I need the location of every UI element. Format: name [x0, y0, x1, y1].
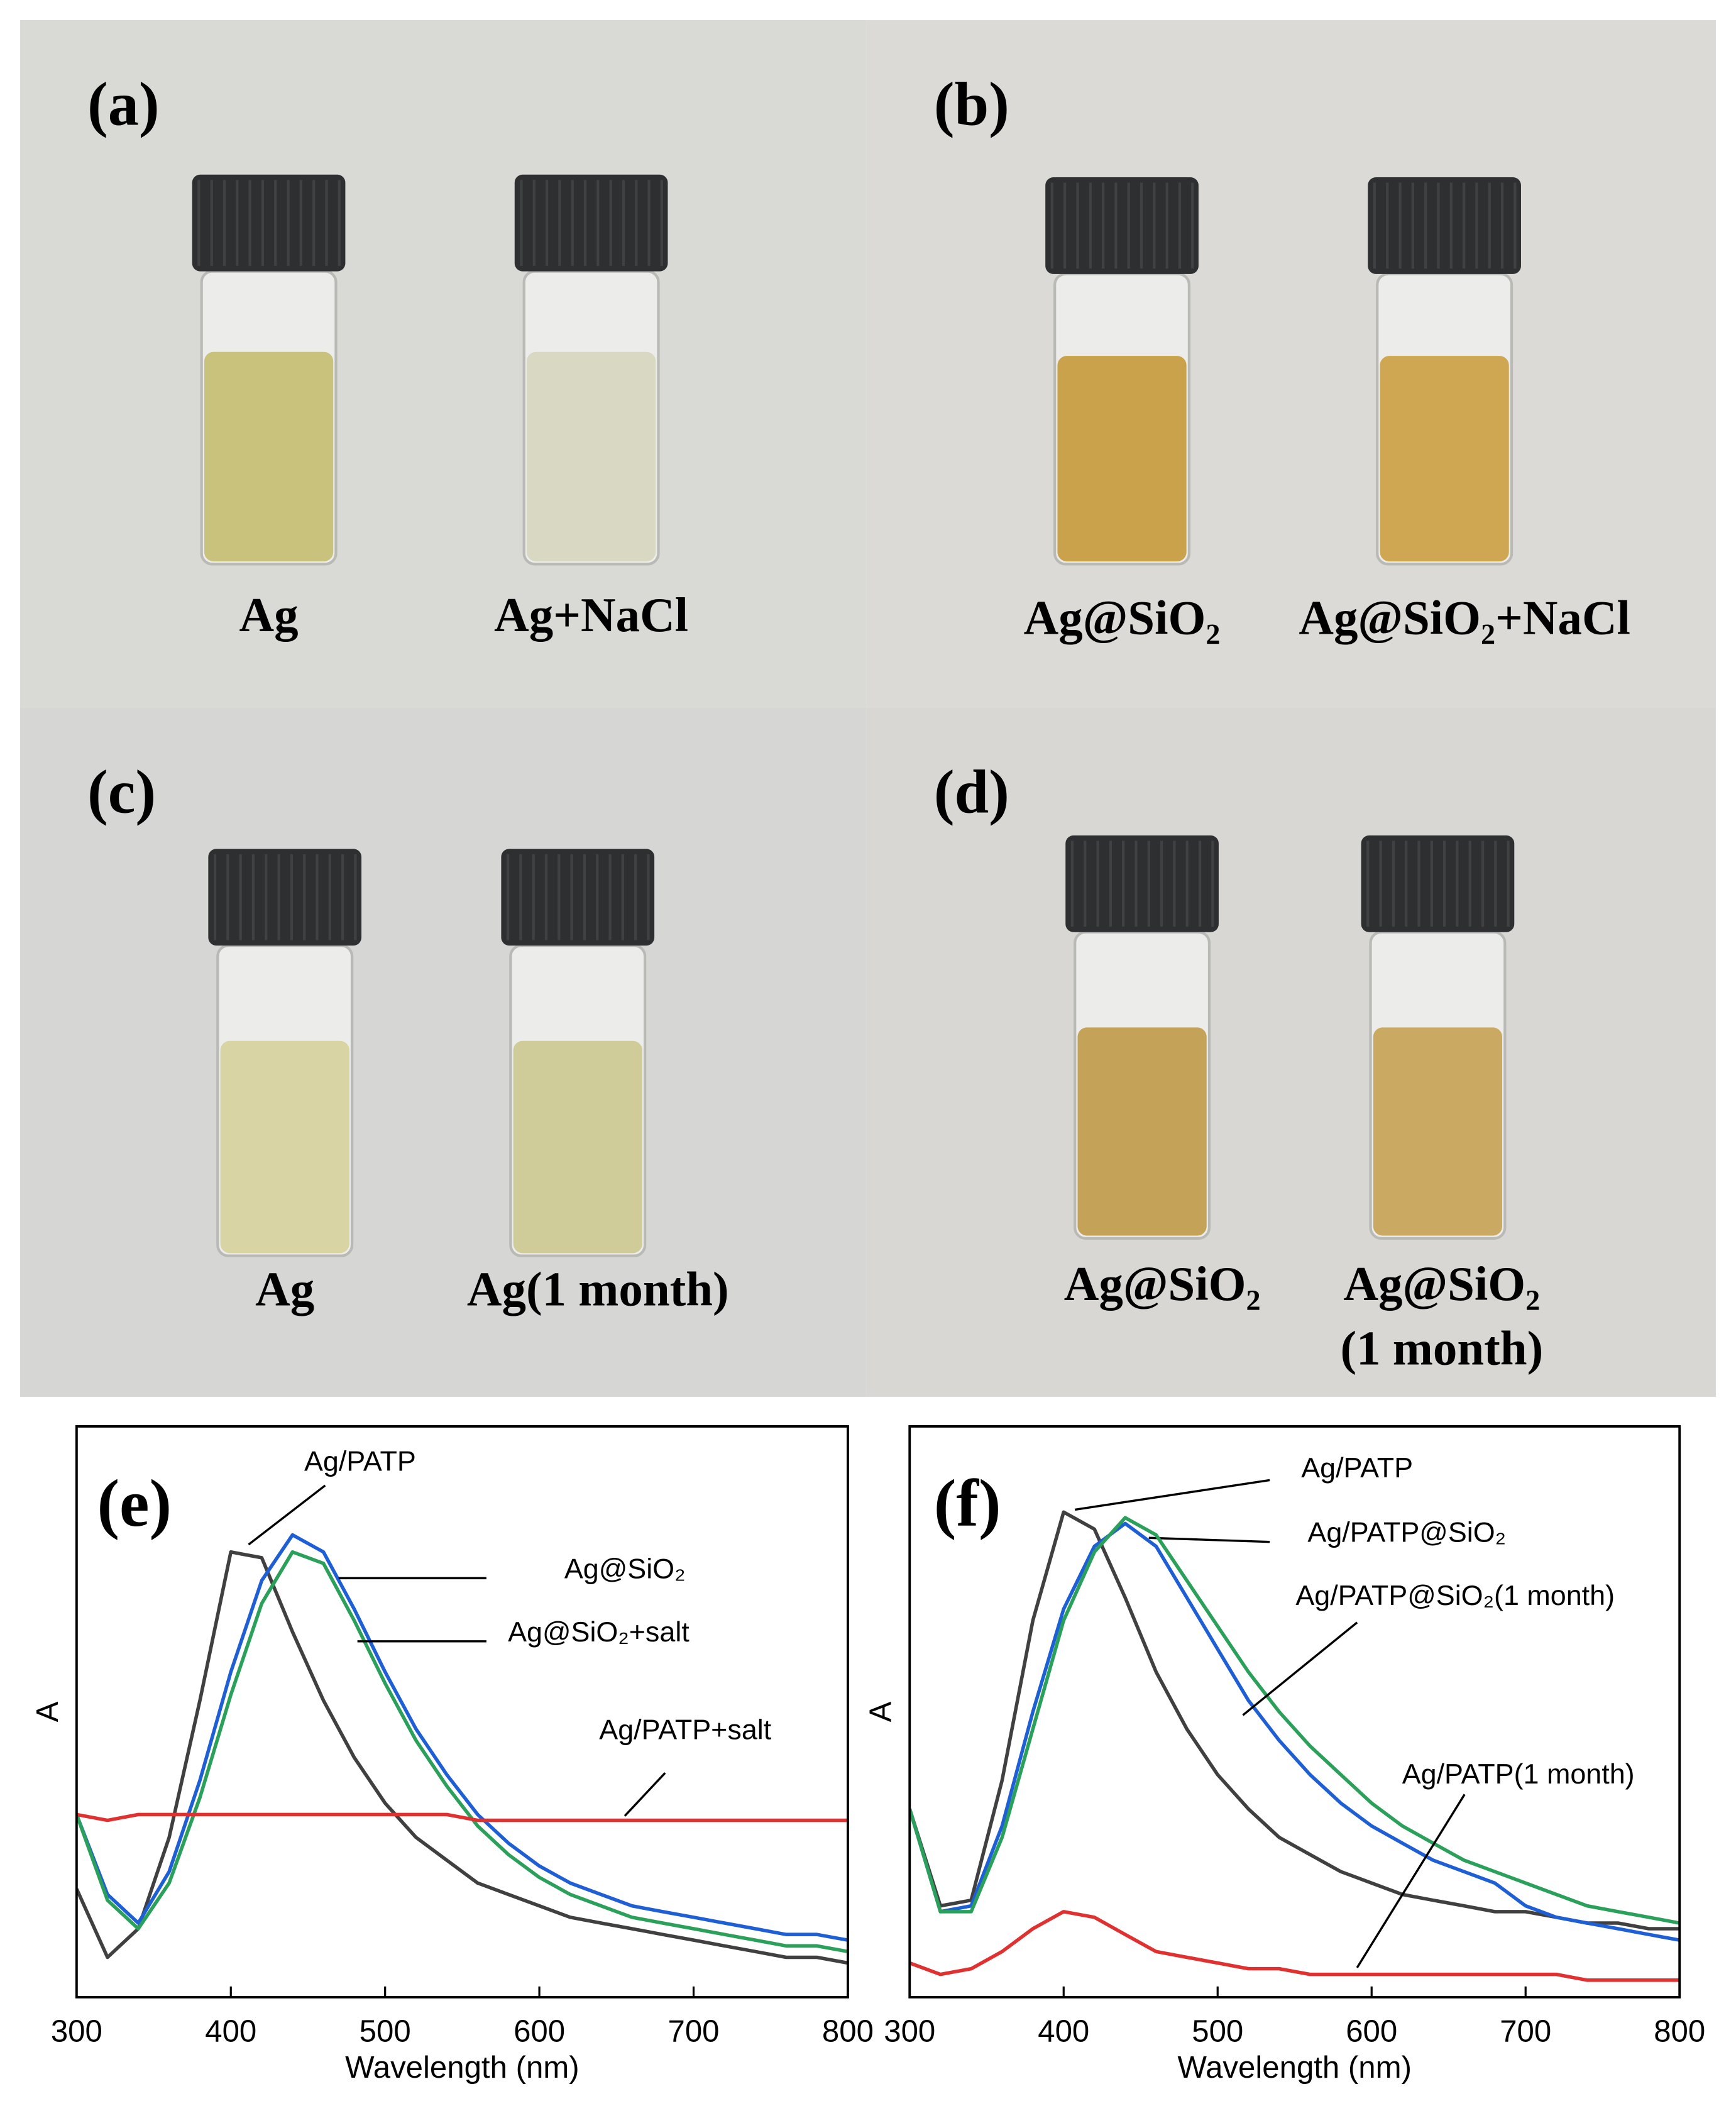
sample-caption: Ag+NaCl [494, 588, 688, 642]
x-tick-label: 800 [1654, 2014, 1705, 2048]
sample-caption: Ag(1 month) [467, 1262, 729, 1316]
sample-caption: Ag [239, 588, 299, 642]
spectrum-line [909, 1516, 1680, 1925]
plot-frame [75, 1425, 849, 1998]
spectrum-line [909, 1521, 1680, 1942]
series-label: Ag/PATP@SiO₂(1 month) [1295, 1579, 1615, 1611]
vial-liquid [1380, 356, 1509, 562]
spectrum-line [76, 1550, 848, 1965]
vial-cap [1045, 177, 1199, 274]
spectrum-line [909, 1910, 1680, 1982]
x-tick-label: 300 [884, 2014, 935, 2048]
annotation-leader [1356, 1794, 1466, 1968]
sample-caption: (1 month) [1340, 1321, 1543, 1376]
panel-label: (f) [934, 1467, 1001, 1541]
x-tick-label: 700 [1500, 2014, 1551, 2048]
series-label: Ag/PATP+salt [599, 1714, 771, 1746]
vial-liquid [513, 1040, 642, 1254]
panel-label: (c) [87, 758, 156, 827]
x-tick-label: 300 [51, 2014, 102, 2048]
sample-caption: Ag@SiO₂ [1064, 1257, 1261, 1311]
x-tick-label: 800 [822, 2014, 874, 2048]
panel-label: (d) [934, 758, 1009, 827]
annotation-leader [1148, 1536, 1270, 1543]
y-axis-label: A [31, 1701, 65, 1722]
vial-liquid [220, 1040, 349, 1254]
photo-background [20, 20, 867, 708]
vial-liquid [1077, 1027, 1207, 1236]
panel-label: (b) [934, 70, 1009, 139]
sample-caption: Ag [255, 1262, 314, 1316]
series-label: Ag/PATP@SiO₂ [1307, 1516, 1506, 1548]
series-label: Ag@SiO₂+salt [508, 1616, 689, 1648]
annotation-leader [1074, 1479, 1270, 1511]
vial-cap [1361, 835, 1515, 932]
panel-label: (e) [97, 1467, 172, 1541]
x-tick-label: 400 [1038, 2014, 1089, 2048]
vial-cap [208, 849, 362, 946]
series-label: Ag/PATP(1 month) [1402, 1758, 1635, 1790]
spectrum-line [76, 1533, 848, 1942]
annotation-leader [1242, 1621, 1358, 1716]
panel-label: (a) [87, 70, 160, 139]
photo-background [20, 707, 867, 1397]
photo-background [866, 707, 1716, 1397]
x-tick-label: 600 [514, 2014, 565, 2048]
sample-caption: Ag@SiO₂+NaCl [1299, 590, 1630, 644]
sample-caption: Ag@SiO₂ [1024, 590, 1221, 644]
vial-liquid [204, 351, 334, 562]
spectrum-line [76, 1550, 848, 1954]
vial-cap [514, 174, 668, 272]
x-axis-label: Wavelength (nm) [1178, 2051, 1412, 2085]
annotation-leader [624, 1772, 666, 1817]
series-label: Ag/PATP [1301, 1452, 1413, 1484]
x-tick-label: 500 [360, 2014, 411, 2048]
x-axis-label: Wavelength (nm) [345, 2051, 579, 2085]
x-tick-label: 700 [668, 2014, 720, 2048]
series-label: Ag/PATP [304, 1445, 416, 1477]
x-tick-label: 400 [205, 2014, 256, 2048]
sample-caption: Ag@SiO₂ [1343, 1257, 1540, 1311]
vial-cap [1065, 835, 1219, 932]
x-tick-label: 600 [1346, 2014, 1397, 2048]
annotation-leader [248, 1484, 326, 1546]
vial-cap [501, 849, 655, 946]
vial-liquid [1057, 356, 1187, 562]
vial-liquid [1373, 1027, 1503, 1236]
vial-cap [192, 174, 346, 272]
vial-cap [1368, 177, 1521, 274]
plot-frame [908, 1425, 1681, 1998]
spectrum-line [76, 1812, 848, 1822]
vial-liquid [527, 351, 656, 562]
x-tick-label: 500 [1192, 2014, 1243, 2048]
y-axis-label: A [864, 1701, 898, 1722]
photo-background [866, 20, 1716, 708]
series-label: Ag@SiO₂ [564, 1552, 686, 1584]
